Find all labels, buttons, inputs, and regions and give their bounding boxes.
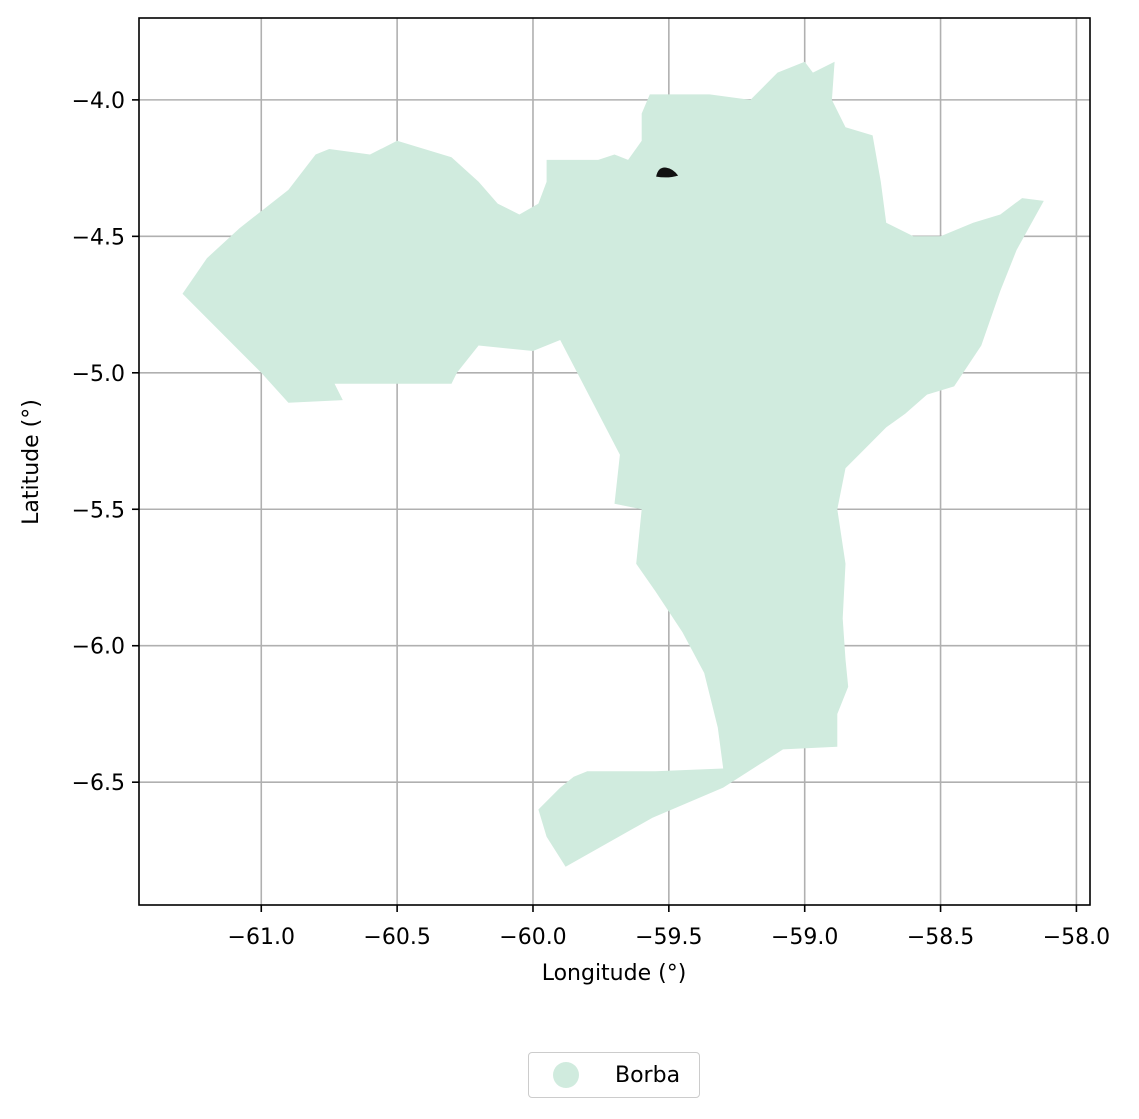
x-axis-label: Longitude (°): [542, 961, 687, 986]
x-tick-label: −59.0: [771, 925, 838, 950]
x-tick-label: −58.5: [907, 925, 974, 950]
x-tick-label: −60.5: [363, 925, 430, 950]
y-axis-label: Latitude (°): [19, 399, 44, 525]
region-borba: [182, 61, 1044, 867]
legend-marker-borba: [553, 1062, 579, 1088]
x-tick-label: −60.0: [499, 925, 566, 950]
y-tick-label: −4.5: [72, 225, 125, 250]
y-tick-label: −6.0: [72, 635, 125, 660]
x-tick-label: −59.5: [635, 925, 702, 950]
y-tick-label: −5.0: [72, 362, 125, 387]
x-axis-ticks: −61.0 −60.5 −60.0 −59.5 −59.0 −58.5 −58.0: [228, 905, 1110, 950]
legend: Borba: [528, 1052, 700, 1098]
y-tick-label: −5.5: [72, 498, 125, 523]
y-tick-label: −6.5: [72, 771, 125, 796]
legend-label-borba: Borba: [615, 1062, 681, 1088]
plot-frame: [138, 17, 1091, 906]
map-point-markers: [656, 167, 679, 178]
y-axis-ticks: −4.0 −4.5 −5.0 −5.5 −6.0 −6.5: [72, 89, 139, 796]
y-tick-label: −4.0: [72, 89, 125, 114]
point-marker: [656, 167, 679, 178]
x-tick-label: −58.0: [1043, 925, 1110, 950]
map-regions: [182, 61, 1044, 867]
x-tick-label: −61.0: [228, 925, 295, 950]
